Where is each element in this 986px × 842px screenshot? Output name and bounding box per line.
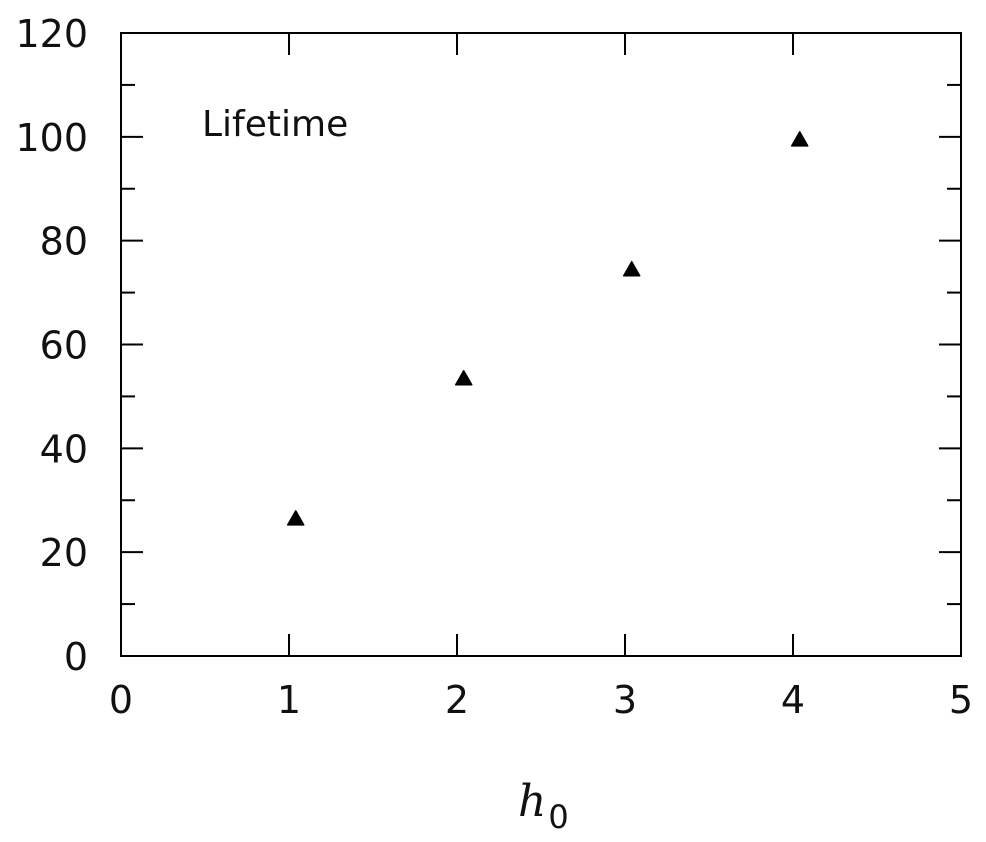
data-points [286,131,809,526]
y-tick-label: 0 [64,635,88,679]
x-tick-label: 0 [109,678,133,722]
y-tick-label: 120 [15,12,88,56]
data-point-triangle [454,369,473,386]
lifetime-annotation: Lifetime [202,104,348,145]
x-axis-label-subscript: 0 [548,798,568,836]
x-tick-label: 3 [613,678,637,722]
data-point-triangle [286,510,305,526]
y-tick-label: 20 [40,531,88,575]
data-point-triangle [622,260,641,277]
y-tick-label: 60 [40,324,88,368]
x-tick-label: 4 [781,678,805,722]
y-tick-label: 100 [15,116,88,160]
x-tick-label: 5 [949,678,973,722]
x-axis-label: h0 [518,776,569,836]
axis-ticks [121,32,961,657]
x-axis-label-main: h [518,776,546,827]
axis-tick-labels: 0 20 40 60 80 100 120 0 1 2 3 4 5 [15,12,973,722]
data-point-triangle [790,131,809,147]
x-tick-label: 2 [445,678,469,722]
y-tick-label: 80 [40,220,88,264]
y-tick-label: 40 [40,427,88,471]
x-tick-label: 1 [277,678,301,722]
